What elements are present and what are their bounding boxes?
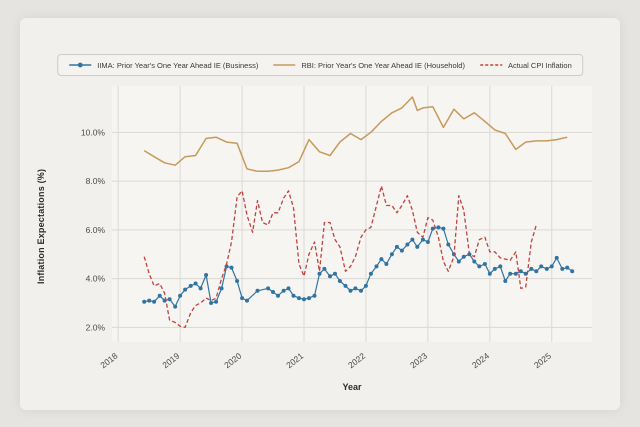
legend-marker-line-dot-icon xyxy=(69,62,92,68)
svg-text:2020: 2020 xyxy=(222,351,243,371)
svg-text:2021: 2021 xyxy=(284,351,305,371)
svg-text:4.0%: 4.0% xyxy=(86,274,106,284)
y-axis-title: Inflation Expectations (%) xyxy=(36,168,46,284)
svg-text:6.0%: 6.0% xyxy=(86,225,106,235)
legend-item-rbi-household: RBI: Prior Year's One Year Ahead IE (Hou… xyxy=(272,60,465,70)
legend-item-actual-cpi: Actual CPI Inflation xyxy=(479,60,572,70)
svg-text:8.0%: 8.0% xyxy=(86,176,106,186)
svg-text:2.0%: 2.0% xyxy=(86,322,106,332)
svg-text:2022: 2022 xyxy=(346,351,367,371)
chart-figure: 2018 2019 2020 2021 2022 2023 2024 2025 2.0% 4.0%… xyxy=(20,18,620,410)
svg-text:2023: 2023 xyxy=(408,351,429,371)
legend-label-iima-business: IIMA: Prior Year's One Year Ahead IE (Bu… xyxy=(97,60,259,70)
chart-legend: IIMA: Prior Year's One Year Ahead IE (Bu… xyxy=(57,54,583,76)
legend-marker-solid-line-icon xyxy=(273,64,296,66)
legend-label-actual-cpi: Actual CPI Inflation xyxy=(507,60,572,70)
legend-item-iima-business: IIMA: Prior Year's One Year Ahead IE (Bu… xyxy=(68,60,258,70)
svg-text:2024: 2024 xyxy=(470,351,491,371)
legend-label-rbi-household: RBI: Prior Year's One Year Ahead IE (Hou… xyxy=(301,60,465,70)
svg-text:10.0%: 10.0% xyxy=(81,127,106,137)
inflation-chart-plot: 2018 2019 2020 2021 2022 2023 2024 2025 2.0% 4.0%… xyxy=(81,86,592,371)
legend-marker-dashed-line-icon xyxy=(479,64,502,66)
svg-text:2025: 2025 xyxy=(532,351,553,371)
x-axis-title: Year xyxy=(342,382,362,392)
svg-text:2018: 2018 xyxy=(98,351,119,371)
svg-text:2019: 2019 xyxy=(160,351,181,371)
